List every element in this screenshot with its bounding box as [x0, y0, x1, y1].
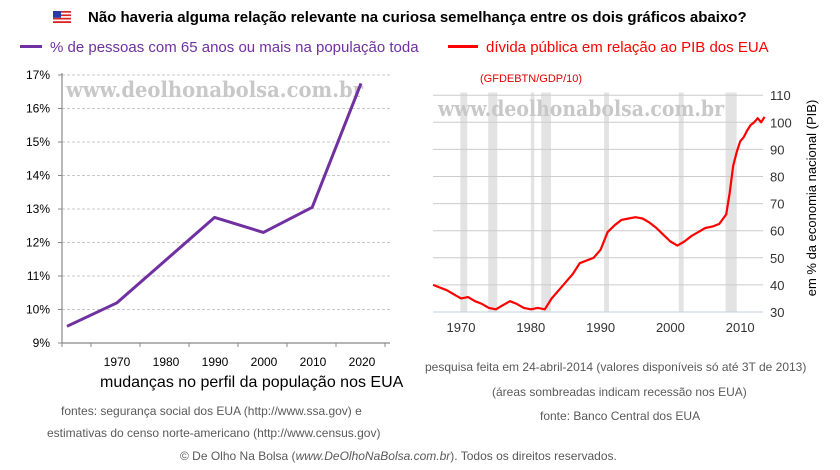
watermark: www.deolhonabolsa.com.br [65, 77, 364, 102]
x-tick-label: 2000 [251, 355, 278, 369]
legend-swatch-purple [20, 44, 42, 48]
copyright-prefix: © De Olho Na Bolsa ( [180, 449, 296, 463]
legend-right: dívida pública em relação ao PIB dos EUA [448, 39, 769, 56]
y-tick-label: 30 [770, 305, 784, 320]
y-tick-label: 60 [770, 224, 784, 239]
y-tick-label: 110 [770, 88, 791, 103]
x-tick-label: 2010 [726, 320, 755, 335]
x-tick-label: 1980 [153, 355, 180, 369]
y-tick-label: 50 [770, 251, 784, 266]
debt-source: fonte: Banco Central dos EUA [540, 409, 701, 423]
copyright: © De Olho Na Bolsa (www.DeOlhoNaBolsa.co… [180, 449, 617, 463]
y-tick-label: 100 [770, 115, 792, 130]
population-chart: 9% 10% 11% 12% 13% 14% 15% 16% 17% 1970 1980 1990 2… [26, 68, 390, 369]
research-date-note: pesquisa feita em 24-abril-2014 (valores… [425, 360, 807, 374]
recession-band [530, 92, 535, 313]
y-tick-label: 17% [26, 68, 50, 82]
x-tick-label: 2020 [349, 355, 376, 369]
recession-band [678, 92, 684, 313]
x-tick-label: 1990 [202, 355, 229, 369]
y-tick-label: 14% [26, 169, 50, 183]
us-flag-icon [53, 11, 71, 23]
recession-band [488, 92, 498, 313]
recession-note: (áreas sombreadas indicam recessão nos E… [492, 385, 747, 399]
legend-label-debt: dívida pública em relação ao PIB dos EUA [486, 39, 769, 56]
recession-band [460, 92, 468, 313]
debt-chart: 30 40 50 60 70 80 90 100 110 1970 1980 1990 2000 201… [432, 88, 819, 335]
y-tick-label: 9% [33, 336, 51, 350]
watermark: www.deolhonabolsa.com.br [437, 96, 725, 121]
x-tick-label: 1970 [447, 320, 476, 335]
x-tick-label: 2000 [656, 320, 685, 335]
page-title: Não haveria alguma relação relevante na … [88, 9, 747, 26]
y-tick-label: 10% [26, 303, 50, 317]
y-tick-label: 70 [770, 197, 784, 212]
y-tick-label: 80 [770, 170, 784, 185]
x-tick-label: 1990 [586, 320, 615, 335]
y-tick-label: 40 [770, 278, 784, 293]
population-series-line [66, 82, 363, 328]
recession-band [604, 92, 609, 313]
y-tick-label: 13% [26, 202, 50, 216]
y-tick-label: 90 [770, 142, 784, 157]
legend-label-population: % de pessoas com 65 anos ou mais na popu… [50, 39, 419, 56]
source-line-1: fontes: segurança social dos EUA (http:/… [61, 404, 362, 418]
x-axis-label: mudanças no perfil da população nos EUA [100, 374, 404, 391]
y-tick-label: 16% [26, 102, 50, 116]
y-tick-label: 12% [26, 236, 50, 250]
x-tick-label: 2010 [300, 355, 327, 369]
source-line-2: estimativas do censo norte-americano (ht… [47, 426, 381, 440]
y-tick-label: 15% [26, 135, 50, 149]
debt-series-code: (GFDEBTN/GDP/10) [480, 73, 583, 85]
x-tick-label: 1970 [104, 355, 131, 369]
copyright-link[interactable]: www.DeOlhoNaBolsa.com.br [295, 449, 451, 463]
recession-band [725, 92, 737, 313]
legend-left: % de pessoas com 65 anos ou mais na popu… [20, 39, 419, 56]
copyright-suffix: ). Todos os direitos reservados. [450, 449, 617, 463]
recession-band [541, 92, 552, 313]
legend-swatch-red [448, 44, 478, 48]
debt-series-line [432, 116, 766, 311]
x-tick-label: 1980 [516, 320, 545, 335]
y-tick-label: 11% [27, 269, 50, 283]
y-axis-label: em % da economia nacional (PIB) [804, 100, 819, 297]
